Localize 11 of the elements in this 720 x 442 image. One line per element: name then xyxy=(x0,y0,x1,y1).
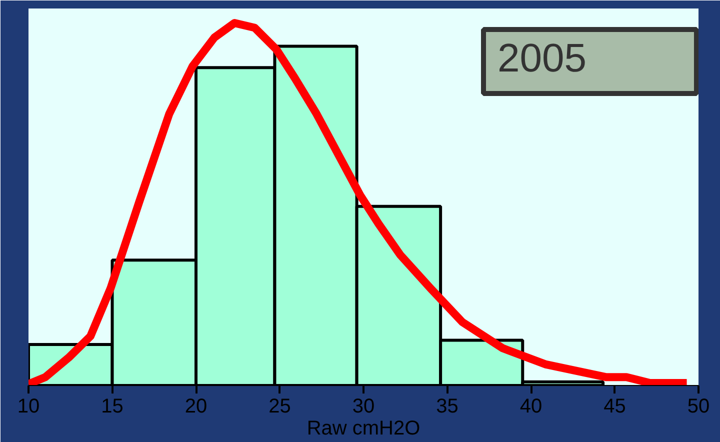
x-axis-title: Raw cmH2O xyxy=(306,418,420,440)
x-tick-label: 10 xyxy=(17,396,40,418)
x-tick-label: 50 xyxy=(687,396,710,418)
annotation: 2005 xyxy=(498,36,586,80)
x-tick-label: 40 xyxy=(520,396,542,418)
x-tick-label: 35 xyxy=(436,396,458,418)
x-tick-label: 15 xyxy=(101,396,124,418)
x-tick-label: 30 xyxy=(352,396,375,418)
x-tick-label: 20 xyxy=(184,396,208,418)
x-tick-label: 45 xyxy=(604,396,626,418)
x-tick-label: 25 xyxy=(268,396,291,418)
